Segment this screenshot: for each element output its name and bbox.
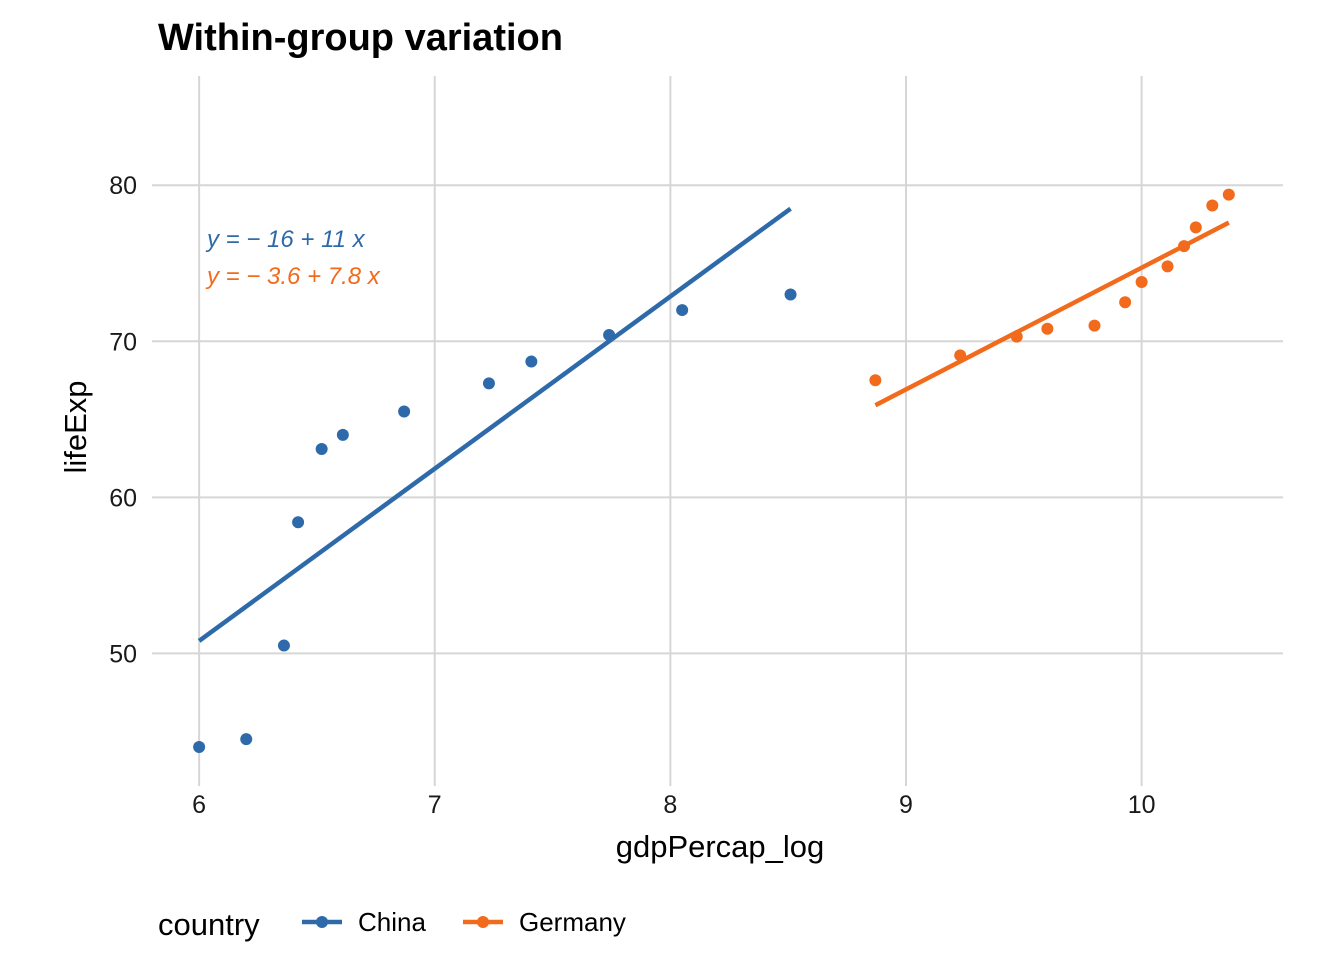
data-point-germany	[954, 349, 967, 362]
x-tick-label: 8	[663, 791, 677, 819]
data-point-germany	[1135, 275, 1148, 288]
grid-layer	[152, 76, 1283, 786]
data-point-germany	[1189, 221, 1202, 234]
data-point-germany	[1119, 296, 1132, 309]
data-point-china	[676, 304, 689, 317]
x-axis-label: gdpPercap_log	[616, 829, 825, 864]
fit-line-germany	[874, 220, 1230, 408]
legend-title: country	[158, 907, 260, 942]
data-point-germany	[869, 374, 882, 387]
data-point-china	[315, 442, 328, 455]
legend-key-dot-china	[316, 916, 328, 928]
legend-items: China Germany	[302, 907, 626, 937]
x-tick-label: 9	[899, 791, 913, 819]
tick-labels: 6 7 8 9 10 50 60 70 80	[109, 172, 1155, 819]
regression-equations: y = − 16 + 11 x y = − 3.6 + 7.8 x	[205, 226, 381, 290]
data-point-germany	[1010, 330, 1023, 343]
y-tick-label: 50	[109, 640, 137, 668]
legend-label-china: China	[358, 907, 426, 937]
x-tick-label: 10	[1128, 791, 1156, 819]
data-point-germany	[1088, 319, 1101, 332]
equation-germany: y = − 3.6 + 7.8 x	[205, 263, 381, 290]
data-point-china	[525, 355, 538, 368]
equation-china: y = − 16 + 11 x	[205, 226, 366, 253]
data-point-germany	[1206, 199, 1219, 212]
y-tick-label: 60	[109, 484, 137, 512]
data-point-china	[292, 516, 305, 529]
legend: country China Germany	[158, 907, 626, 942]
data-point-china	[336, 428, 349, 441]
data-points	[193, 188, 1235, 753]
data-point-china	[277, 639, 290, 652]
data-point-china	[240, 733, 253, 746]
y-axis-label: lifeExp	[58, 380, 93, 473]
fit-lines	[197, 206, 1230, 643]
y-tick-label: 80	[109, 172, 137, 200]
data-point-germany	[1178, 240, 1191, 253]
data-point-china	[398, 405, 411, 418]
fit-line-china	[197, 206, 792, 643]
y-tick-label: 70	[109, 328, 137, 356]
chart-title: Within-group variation	[158, 17, 563, 59]
data-point-china	[482, 377, 495, 390]
data-point-china	[784, 288, 797, 301]
data-point-germany	[1041, 322, 1054, 335]
data-point-germany	[1161, 260, 1174, 273]
data-point-china	[603, 329, 616, 342]
data-point-germany	[1222, 188, 1235, 201]
legend-key-dot-germany	[477, 916, 489, 928]
x-tick-label: 7	[428, 791, 442, 819]
legend-label-germany: Germany	[519, 907, 626, 937]
x-tick-label: 6	[192, 791, 206, 819]
data-point-china	[193, 740, 206, 753]
